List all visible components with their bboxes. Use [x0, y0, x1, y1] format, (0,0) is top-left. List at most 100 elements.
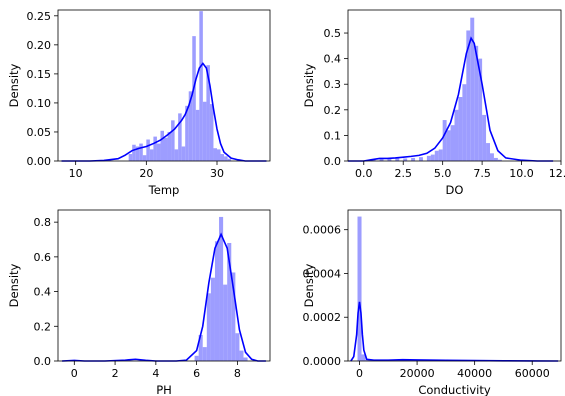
histogram-bar	[195, 109, 200, 161]
histogram-bar	[132, 144, 136, 161]
histogram-bar	[462, 84, 467, 161]
kde-line	[350, 301, 559, 362]
histogram-bar	[188, 91, 193, 161]
y-tick-label: 0.0000	[303, 355, 342, 368]
histogram-bar	[450, 125, 455, 161]
histogram-bar	[181, 146, 186, 161]
y-axis-label: Density	[7, 63, 21, 107]
histogram-bar	[395, 157, 400, 161]
y-tick-label: 0.1	[324, 129, 342, 142]
histogram-bar	[202, 347, 207, 361]
histogram-bar	[220, 154, 225, 161]
subplot-4: 0 20000 40000 60000 0.0000 0.0002 0.0004 0.0006…	[302, 209, 562, 396]
axes-frame	[347, 9, 562, 162]
axes-frame	[57, 9, 271, 162]
histogram-bar	[199, 11, 203, 161]
x-tick-label: 10.0	[509, 167, 534, 180]
y-tick-label: 0.15	[27, 68, 52, 81]
histogram-bar	[142, 155, 147, 161]
histogram-bar	[442, 120, 447, 161]
histogram-bar	[174, 149, 179, 161]
subplot-2: 0.0 2.5 5.0 7.5 10.0 12.5 0.0 0.1 0.2 0.3 0.4 0.5 DO…	[302, 9, 565, 197]
x-axis-label: PH	[156, 383, 172, 396]
x-tick-label: 12.5	[549, 167, 565, 180]
histogram-bar	[438, 149, 443, 161]
histogram-bar	[128, 154, 133, 161]
histogram-bar	[446, 130, 451, 161]
histogram-bar	[490, 153, 494, 161]
histogram-bar	[153, 136, 157, 161]
y-tick-label: 0.0	[34, 355, 52, 368]
y-tick-label: 0.20	[27, 39, 52, 52]
histogram-bar	[160, 130, 164, 161]
histogram-bar	[171, 120, 175, 161]
histogram-bar	[361, 354, 366, 361]
histogram-bar	[458, 97, 463, 161]
histogram-bar	[167, 131, 172, 161]
kde-line	[348, 36, 554, 162]
histogram-bar	[235, 333, 240, 361]
x-tick-label: 4	[152, 367, 159, 380]
histogram-bar	[243, 357, 248, 361]
histogram-bar	[357, 216, 362, 361]
histogram-bar	[209, 104, 214, 161]
histogram-bar	[149, 149, 154, 161]
x-tick-label: 10	[69, 167, 83, 180]
x-tick-label: 60000	[515, 367, 550, 380]
histogram-bar	[206, 65, 210, 161]
histogram-bar	[239, 350, 244, 361]
histogram-bar	[202, 101, 207, 161]
x-axis-label: Temp	[148, 183, 180, 197]
histogram-bar	[178, 113, 182, 161]
y-tick-label: 0.5	[324, 27, 342, 40]
histogram-bar	[231, 272, 236, 361]
y-tick-label: 0.4	[324, 53, 342, 66]
histogram-bar	[192, 36, 196, 161]
x-tick-label: 2	[112, 367, 119, 380]
histogram-bar	[198, 334, 203, 361]
y-tick-label: 0.0002	[303, 311, 342, 324]
y-tick-label: 0.00	[27, 155, 52, 168]
histogram-bar	[185, 105, 189, 161]
x-tick-label: 6	[193, 367, 200, 380]
histogram-bar	[466, 30, 471, 161]
histogram-bar	[411, 157, 416, 161]
histogram-bar	[365, 359, 370, 361]
y-tick-label: 0.6	[34, 251, 52, 264]
histogram-bar	[156, 143, 161, 161]
axes-frame	[57, 209, 271, 362]
subplot-1: 10 20 30 0.00 0.05 0.10 0.15 0.20 0.25 Temp Densit…	[7, 9, 271, 197]
x-tick-label: 7.5	[473, 167, 491, 180]
histogram-bar	[135, 146, 140, 161]
histogram-bar	[454, 109, 459, 161]
histogram-bar	[217, 149, 221, 161]
histogram-bar	[497, 159, 502, 161]
histogram-bar	[194, 355, 199, 361]
histogram-bar	[419, 157, 423, 161]
histogram-bar	[164, 137, 168, 161]
y-tick-label: 0.0006	[303, 224, 342, 237]
y-tick-label: 0.3	[324, 78, 342, 91]
histogram-bar	[426, 155, 431, 161]
y-tick-label: 0.4	[34, 286, 52, 299]
histogram-bar	[470, 17, 475, 162]
y-axis-label: Density	[302, 63, 316, 107]
y-tick-label: 0.0004	[303, 267, 342, 280]
x-tick-label: 2.5	[394, 167, 412, 180]
histogram-bar	[379, 158, 384, 161]
x-tick-label: 5.0	[434, 167, 452, 180]
y-axis-label: Density	[7, 263, 21, 307]
histogram-bar	[486, 143, 490, 161]
x-tick-label: 20	[139, 167, 153, 180]
y-tick-label: 0.10	[27, 97, 52, 110]
histogram-bar	[434, 150, 439, 161]
x-tick-label: 40000	[457, 367, 492, 380]
x-tick-label: 0	[71, 367, 78, 380]
histogram-bar	[213, 148, 217, 161]
subplot-3: 0 2 4 6 8 0.0 0.2 0.4 0.6 0.8 PH Density	[7, 209, 271, 396]
kde-line	[61, 62, 267, 162]
y-tick-label: 0.2	[34, 320, 52, 333]
histogram-bar	[387, 158, 392, 161]
y-tick-label: 0.8	[34, 216, 52, 229]
